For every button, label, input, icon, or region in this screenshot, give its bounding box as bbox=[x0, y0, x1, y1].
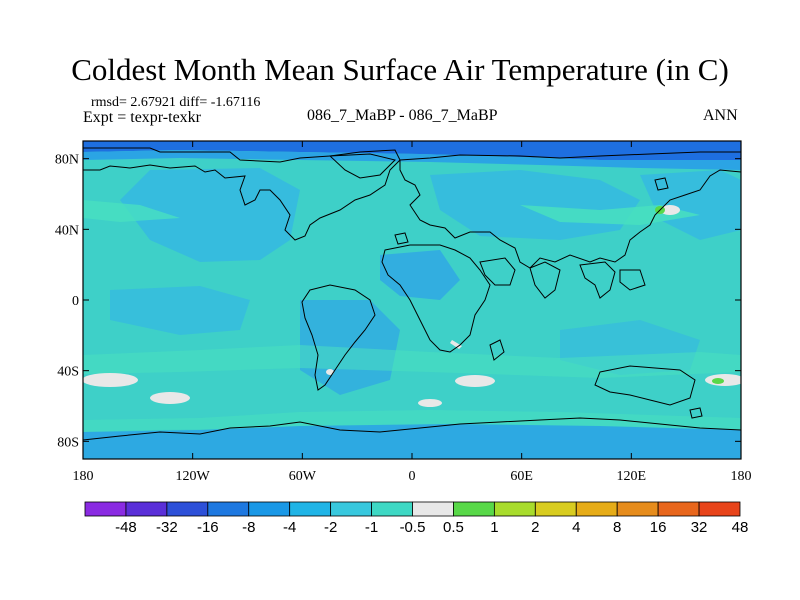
colorbar-swatch bbox=[289, 501, 332, 517]
x-tick-label: 60W bbox=[289, 469, 317, 484]
colorbar-label: 32 bbox=[691, 519, 708, 536]
season-label: ANN bbox=[703, 107, 738, 124]
colorbar-swatch bbox=[493, 501, 536, 517]
colorbar-swatch bbox=[453, 501, 495, 517]
colorbar-label: 0.5 bbox=[443, 519, 464, 536]
y-tick-label: 80S bbox=[57, 435, 79, 450]
coastlines bbox=[83, 147, 741, 459]
colorbar-label: -1 bbox=[365, 519, 378, 536]
x-tick-label: 180 bbox=[731, 469, 752, 484]
colorbar-label: -0.5 bbox=[400, 519, 426, 536]
temperature-field bbox=[83, 141, 741, 459]
x-tick-label: 120E bbox=[617, 469, 647, 484]
stats-label: rmsd= 2.67921 diff= -1.67116 bbox=[91, 95, 261, 110]
x-tick-label: 180 bbox=[73, 469, 94, 484]
colorbar-swatch bbox=[616, 501, 659, 517]
colorbar-swatch bbox=[125, 501, 168, 517]
y-tick-label: 40S bbox=[57, 365, 79, 380]
colorbar-swatch bbox=[84, 501, 127, 517]
colorbar-swatch bbox=[412, 501, 454, 517]
axis-ticks: 180 120W 60W 0 60E 120E 180 80N 40N 0 40S 80S bbox=[55, 141, 752, 484]
colorbar-label: -2 bbox=[324, 519, 337, 536]
colorbar-swatch bbox=[330, 501, 372, 517]
colorbar-label: -8 bbox=[242, 519, 255, 536]
colorbar-swatch bbox=[657, 501, 700, 517]
y-tick-label: 80N bbox=[55, 153, 79, 168]
colorbar-label: -16 bbox=[197, 519, 219, 536]
colorbar-label: 16 bbox=[650, 519, 667, 536]
colorbar-label: 4 bbox=[572, 519, 580, 536]
comparison-label: 086_7_MaBP - 086_7_MaBP bbox=[307, 107, 498, 124]
colorbar-swatch bbox=[166, 501, 209, 517]
colorbar-label: 2 bbox=[531, 519, 539, 536]
colorbar-label: 1 bbox=[490, 519, 498, 536]
x-tick-label: 120W bbox=[176, 469, 211, 484]
colorbar-swatch bbox=[248, 501, 291, 517]
colorbar-swatch bbox=[575, 501, 618, 517]
colorbar: -48 -32 -16 -8 -4 -2 -1 -0.5 0.5 1 2 4 8 16 32 48 bbox=[84, 501, 749, 536]
colorbar-label: -4 bbox=[283, 519, 296, 536]
x-tick-label: 60E bbox=[510, 469, 533, 484]
colorbar-label: 48 bbox=[732, 519, 749, 536]
colorbar-swatch bbox=[534, 501, 577, 517]
y-tick-label: 40N bbox=[55, 223, 79, 238]
experiment-label: Expt = texpr-texkr bbox=[83, 109, 201, 126]
colorbar-swatch bbox=[207, 501, 250, 517]
colorbar-label: -48 bbox=[115, 519, 137, 536]
colorbar-swatch bbox=[371, 501, 413, 517]
chart-title: Coldest Month Mean Surface Air Temperatu… bbox=[71, 52, 729, 87]
colorbar-label: 8 bbox=[613, 519, 621, 536]
colorbar-swatch bbox=[698, 501, 741, 517]
colorbar-label: -32 bbox=[156, 519, 178, 536]
x-tick-label: 0 bbox=[409, 469, 416, 484]
y-tick-label: 0 bbox=[72, 294, 79, 309]
